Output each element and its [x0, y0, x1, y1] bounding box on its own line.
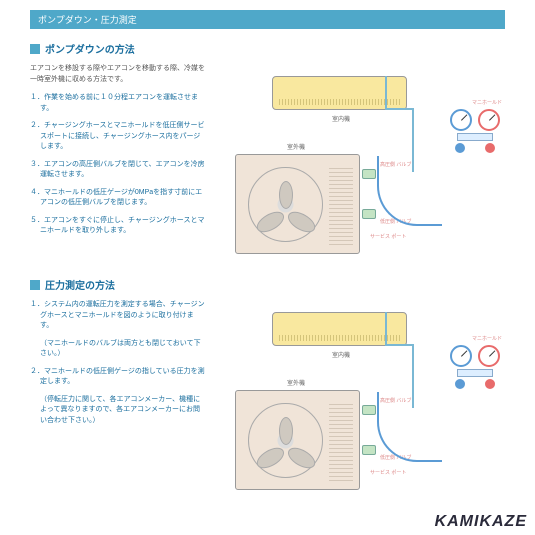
outdoor-unit [235, 390, 360, 490]
outdoor-unit [235, 154, 360, 254]
high-pressure-gauge-icon [478, 345, 500, 367]
low-pressure-gauge-icon [450, 109, 472, 131]
high-pressure-valve [362, 405, 376, 415]
diagram-1: 室内機 室外機 高圧側 バルブ 低圧側 バルブ サービス ポート マニホールド [217, 64, 505, 259]
step-2-1-note: （マニホールドのバルブは両方とも閉じておいて下さい。） [30, 339, 205, 360]
step-1-2: ２．チャージングホースとマニホールドを低圧側サービスポートに接続し、チャージング… [30, 121, 205, 153]
red-handle-icon [485, 143, 495, 153]
vents [329, 165, 353, 245]
pipe [385, 312, 387, 346]
page-container: ポンプダウン・圧力測定 ポンプダウンの方法 エアコンを移設する際やエアコンを移動… [0, 0, 535, 523]
intro-text: エアコンを移設する際やエアコンを移動する際、冷媒を一時室外機に収める方法です。 [30, 64, 205, 85]
section-title-1: ポンプダウンの方法 [30, 41, 505, 56]
fan-icon [248, 167, 323, 242]
indoor-label: 室内機 [332, 350, 350, 359]
header-bar: ポンプダウン・圧力測定 [30, 10, 505, 29]
low-pressure-valve [362, 209, 376, 219]
blue-handle-icon [455, 379, 465, 389]
watermark: KAMIKAZE [435, 513, 527, 531]
manifold-body [457, 133, 493, 141]
step-2-1: １．システム内の運転圧力を測定する場合、チャージングホースとマニホールドを図のよ… [30, 300, 205, 332]
indoor-label: 室内機 [332, 114, 350, 123]
text-column-1: エアコンを移設する際やエアコンを移動する際、冷媒を一時室外機に収める方法です。 … [30, 64, 205, 259]
high-pressure-valve [362, 169, 376, 179]
step-2-2: ２．マニホールドの低圧側ゲージの指している圧力を測定します。 [30, 367, 205, 388]
pipe [385, 108, 414, 110]
vents [329, 401, 353, 481]
pipe [385, 344, 414, 346]
pipe [385, 76, 387, 110]
fan-icon [248, 403, 323, 478]
manifold-body [457, 369, 493, 377]
service-port-label: サービス ポート [370, 470, 406, 476]
step-1-3: ３．エアコンの高圧側バルブを閉じて、エアコンを冷房運転させます。 [30, 160, 205, 181]
outdoor-label: 室外機 [287, 378, 305, 387]
text-column-2: １．システム内の運転圧力を測定する場合、チャージングホースとマニホールドを図のよ… [30, 300, 205, 495]
high-pressure-gauge-icon [478, 109, 500, 131]
diagram-2: 室内機 室外機 高圧側 バルブ 低圧側 バルブ サービス ポート マニホールド [217, 300, 505, 495]
service-port-label: サービス ポート [370, 234, 406, 240]
step-2-2-note: （停転圧力に関して、各エアコンメーカー、機種によって異なりますので、各エアコンメ… [30, 395, 205, 427]
section-title-2: 圧力測定の方法 [30, 277, 505, 292]
blue-handle-icon [455, 143, 465, 153]
step-1-5: ５．エアコンをすぐに停止し、チャージングホースとマニホールドを取り外します。 [30, 216, 205, 237]
charging-hose [377, 392, 442, 462]
step-1-4: ４．マニホールドの低圧ゲージが0MPaを指す寸前にエアコンの低圧側バルブを閉じま… [30, 188, 205, 209]
gauge-label: マニホールド [472, 335, 502, 342]
low-pressure-gauge-icon [450, 345, 472, 367]
outdoor-label: 室外機 [287, 142, 305, 151]
section-pumpdown: ポンプダウンの方法 エアコンを移設する際やエアコンを移動する際、冷媒を一時室外機… [30, 41, 505, 259]
gauge-label: マニホールド [472, 99, 502, 106]
step-1-1: １．作業を始める前に１０分程エアコンを運転させます。 [30, 93, 205, 114]
section-pressure: 圧力測定の方法 １．システム内の運転圧力を測定する場合、チャージングホースとマニ… [30, 277, 505, 495]
low-pressure-valve [362, 445, 376, 455]
charging-hose [377, 156, 442, 226]
red-handle-icon [485, 379, 495, 389]
